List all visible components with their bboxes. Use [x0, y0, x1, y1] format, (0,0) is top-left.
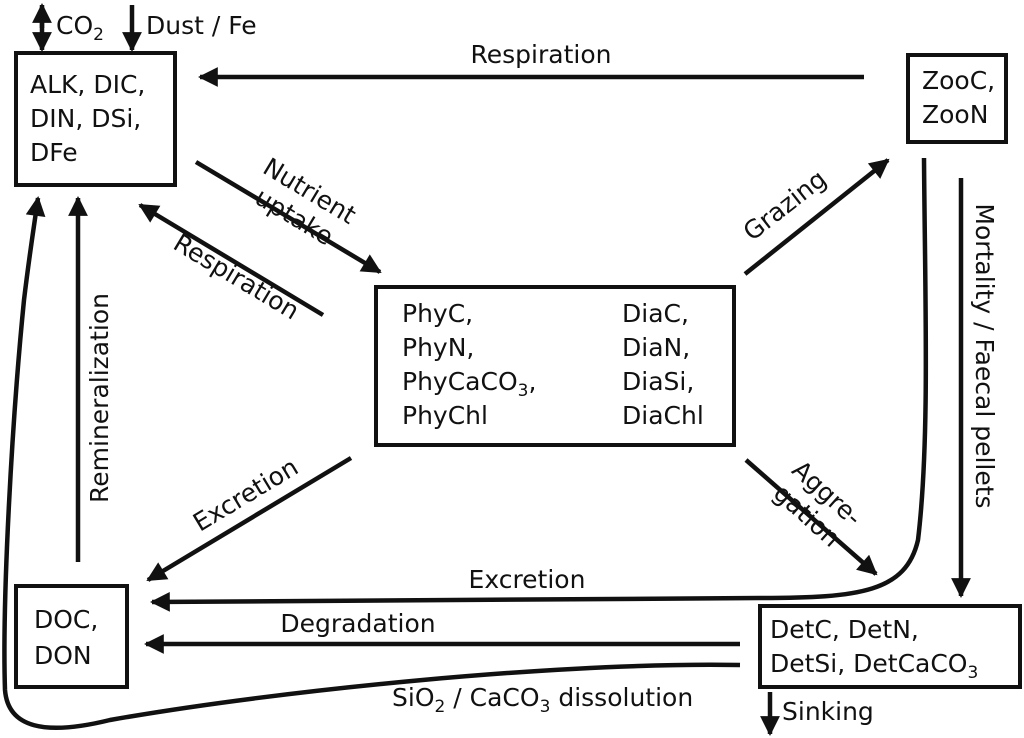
- respiration-phy-arrow: [138, 203, 325, 317]
- respiration-phy-label: Respiration: [168, 228, 304, 325]
- remineralization-label: Remineralization: [85, 293, 114, 503]
- dia-line-2: DiaN,: [622, 333, 690, 362]
- respiration-top-label: Respiration: [471, 40, 612, 69]
- dia-line-3: DiaSi,: [622, 367, 694, 396]
- phytoplankton-box: [374, 285, 736, 447]
- grazing-arrow: [743, 158, 890, 276]
- phy-line-1: PhyC,: [402, 299, 473, 328]
- phy-line-4: PhyChl: [402, 401, 488, 430]
- doc-line-1: DOC,: [34, 605, 98, 634]
- excretion-phy-arrow: [146, 456, 353, 582]
- dia-line-4: DiaChl: [622, 401, 704, 430]
- nutrient-uptake-arrow: [194, 160, 382, 274]
- doc-line-2: DON: [34, 641, 92, 670]
- zoo-line-1: ZooC,: [922, 66, 995, 95]
- aggregation-arrow: [744, 458, 878, 576]
- detritus-line-2: DetSi, DetCaCO3: [770, 649, 978, 683]
- co2-label: CO2: [56, 11, 104, 45]
- nutrients-line-1: ALK, DIC,: [30, 70, 145, 99]
- grazing-label: Grazing: [738, 164, 832, 246]
- degradation-label: Degradation: [280, 609, 435, 638]
- sinking-label: Sinking: [782, 697, 874, 726]
- nutrients-box: [14, 51, 177, 187]
- dust-label: Dust / Fe: [146, 11, 257, 40]
- phy-line-3: PhyCaCO3,: [402, 367, 536, 401]
- detritus-line-1: DetC, DetN,: [770, 615, 919, 644]
- nutrients-line-3: DFe: [30, 138, 78, 167]
- dia-line-1: DiaC,: [622, 299, 689, 328]
- nutrients-line-2: DIN, DSi,: [30, 104, 141, 133]
- nutrient-uptake-label: Nutrient uptake: [250, 152, 361, 251]
- phy-line-2: PhyN,: [402, 333, 474, 362]
- zoo-line-2: ZooN: [922, 100, 988, 129]
- excretion-zoo-label: Excretion: [469, 565, 586, 594]
- dissolution-label: SiO2 / CaCO3 dissolution: [392, 683, 693, 717]
- dissolution-arrow: [2, 196, 741, 731]
- zooplankton-box: [906, 53, 1008, 144]
- detritus-box: [758, 604, 1022, 689]
- aggregation-label: Aggre- gation: [768, 455, 868, 553]
- excretion-zoo-arrow: [150, 157, 929, 612]
- mortality-label: Mortality / Faecal pellets: [970, 203, 999, 508]
- doc-box: [14, 584, 129, 689]
